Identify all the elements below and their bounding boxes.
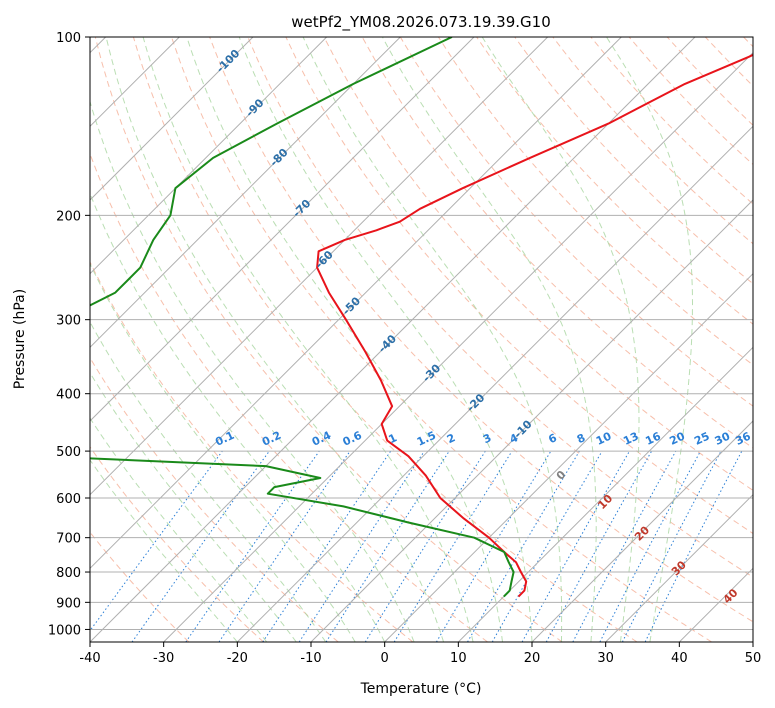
- y-tick-label: 1000: [48, 623, 81, 638]
- moist-adiabat-line: [481, 37, 640, 642]
- moist-adiabat-line: [90, 262, 356, 642]
- dry-adiabat-line: [285, 37, 753, 535]
- dry-adiabat-line: [90, 260, 414, 642]
- isotherm-line: [90, 37, 696, 642]
- dry-adiabat-line: [476, 37, 753, 325]
- x-axis-label: Temperature (°C): [360, 681, 482, 697]
- y-tick-label: 600: [56, 492, 81, 507]
- x-tick-label: 20: [524, 651, 541, 666]
- y-tick-label: 700: [56, 532, 81, 547]
- isotherm-line: [90, 37, 475, 422]
- moist-adiabat-line: [90, 321, 327, 642]
- plot-frame: [89, 36, 754, 643]
- mixing-ratio-line: [131, 450, 270, 642]
- isotherm-line: [605, 493, 753, 642]
- isotherm-line: [310, 199, 753, 642]
- dry-adiabats: [90, 37, 753, 642]
- mixing-ratio-line: [572, 450, 677, 642]
- y-tick-label: 200: [56, 209, 81, 224]
- x-tick-label: -20: [227, 651, 248, 666]
- isotherm-line: [90, 37, 254, 201]
- mixing-ratio-lines: [90, 450, 743, 642]
- mixing-ratio-label: 13: [621, 430, 640, 448]
- isotherm-line: [236, 125, 753, 642]
- mixing-ratio-line: [393, 450, 513, 642]
- moist-adiabat-line: [90, 417, 268, 642]
- y-tick-label: 100: [56, 31, 81, 46]
- isotherm-line: [384, 272, 753, 642]
- isotherm-line: [163, 51, 753, 642]
- temperature-profile-line: [316, 53, 753, 598]
- mixing-ratio-line: [218, 450, 351, 642]
- moist-adiabat-line: [302, 37, 563, 642]
- dry-adiabat-line: [90, 356, 339, 642]
- moist-adiabat-line: [142, 37, 474, 642]
- moist-adiabat-line: [381, 37, 597, 642]
- x-axis: -40 -30 -20 -10 0 10 20 30 40 50: [79, 642, 761, 666]
- moist-adiabat-line: [105, 37, 445, 642]
- mixing-ratio-label: 25: [692, 430, 711, 448]
- chart-title: wetPf2_YM08.2026.073.19.39.G10: [291, 13, 550, 32]
- y-tick-label: 400: [56, 388, 81, 403]
- moist-adiabat-line: [238, 37, 533, 642]
- y-tick-label: 800: [56, 566, 81, 581]
- isotherm-line: [90, 37, 401, 349]
- mixing-ratio-line: [262, 450, 392, 642]
- mixing-ratio-line: [325, 450, 450, 642]
- mixing-ratio-label: 16: [643, 429, 663, 447]
- x-tick-label: 50: [745, 651, 762, 666]
- series-layer: [90, 37, 753, 598]
- mixing-ratio-label: 20: [668, 429, 688, 447]
- x-tick-label: 0: [381, 651, 389, 666]
- mixing-ratio-label: 10: [594, 429, 614, 447]
- mixing-ratio-line: [644, 450, 743, 642]
- y-tick-label: 500: [56, 445, 81, 460]
- x-tick-label: -30: [153, 651, 174, 666]
- dry-adiabat-line: [171, 37, 712, 642]
- dry-adiabat-line: [323, 37, 753, 491]
- dry-adiabat-line: [514, 37, 753, 285]
- plot-area: -100-90-80-70-60-50-40-30-20-100.1 0.2 0.4…: [90, 37, 753, 642]
- moist-adiabat-line: [90, 371, 297, 642]
- dewpoint-profile-line: [90, 37, 515, 598]
- mixing-ratio-label: 30: [713, 429, 733, 447]
- moist-adiabat-line: [90, 459, 238, 642]
- y-tick-label: 900: [56, 596, 81, 611]
- moist-adiabat-line: [90, 192, 386, 642]
- y-axis-label: Pressure (hPa): [12, 289, 28, 389]
- isotherm-line: [531, 420, 753, 642]
- mixing-ratio-line: [90, 450, 223, 632]
- y-axis: 100 200 300 400 500 600 700 800 900 1000: [48, 31, 90, 638]
- dry-adiabat-line: [90, 446, 264, 642]
- mixing-ratio-line: [185, 450, 320, 642]
- plot-background: [90, 37, 753, 642]
- mixing-ratio-line: [521, 450, 630, 642]
- dry-adiabat-line: [247, 37, 753, 578]
- mixing-ratio-line: [545, 450, 653, 642]
- x-tick-label: -10: [300, 651, 321, 666]
- mixing-ratio-label: 36: [733, 429, 753, 447]
- mixing-ratio-line: [298, 450, 425, 642]
- x-tick-label: 10: [450, 651, 467, 666]
- moist-adiabat-line: [606, 37, 693, 642]
- isobars: [90, 37, 753, 630]
- isotherms: [90, 37, 753, 642]
- isotherm-line: [90, 37, 549, 496]
- x-tick-label: 30: [597, 651, 614, 666]
- dry-adiabat-line: [94, 37, 563, 642]
- isotherm-line: [90, 37, 328, 275]
- x-tick-label: 40: [671, 651, 688, 666]
- isotherm-line: [457, 346, 753, 642]
- isotherm-line: [90, 37, 622, 570]
- x-tick-label: -40: [79, 651, 100, 666]
- dry-adiabat-line: [209, 37, 753, 623]
- moist-adiabat-line: [186, 37, 503, 642]
- y-tick-label: 300: [56, 314, 81, 329]
